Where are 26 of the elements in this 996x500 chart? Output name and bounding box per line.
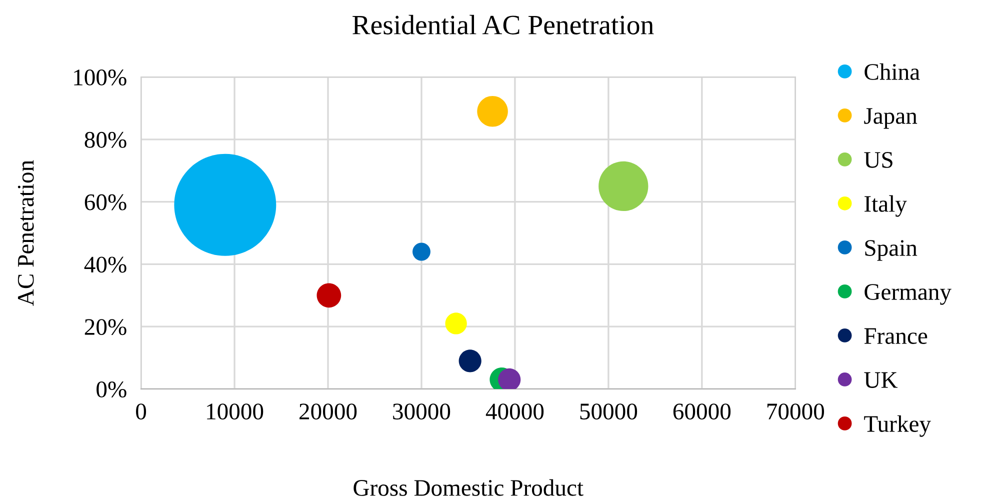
y-tick-label: 100% — [74, 69, 126, 86]
x-tick-label: 0 — [136, 404, 146, 420]
chart-title: Residential AC Penetration — [352, 14, 654, 34]
x-tick-label: 60000 — [673, 404, 731, 420]
x-tick-label: 50000 — [580, 404, 638, 420]
y-tick-label: 60% — [84, 194, 126, 210]
y-tick-label: 40% — [84, 256, 126, 273]
legend-label: US — [864, 152, 892, 168]
y-tick-label: 20% — [84, 319, 126, 336]
legend-label: Turkey — [864, 415, 931, 437]
legend-label: Spain — [865, 240, 918, 261]
legend-label: Germany — [864, 284, 952, 305]
x-tick-label: 20000 — [300, 404, 357, 420]
x-tick-label: 30000 — [393, 404, 450, 420]
legend-label: France — [864, 328, 928, 344]
y-axis-title: AC Penetration — [18, 160, 34, 306]
x-tick-label: 10000 — [207, 404, 264, 420]
legend-label: UK — [864, 372, 898, 388]
x-tick-label: 70000 — [767, 404, 824, 420]
x-axis-title: Gross Domestic Product — [354, 479, 584, 496]
legend-label: China — [864, 63, 920, 80]
y-tick-label: 80% — [84, 132, 126, 148]
x-tick-label: 40000 — [486, 404, 544, 420]
legend-label: Italy — [864, 195, 907, 217]
y-tick-label: 0% — [96, 381, 126, 398]
legend-label: Japan — [864, 108, 918, 129]
